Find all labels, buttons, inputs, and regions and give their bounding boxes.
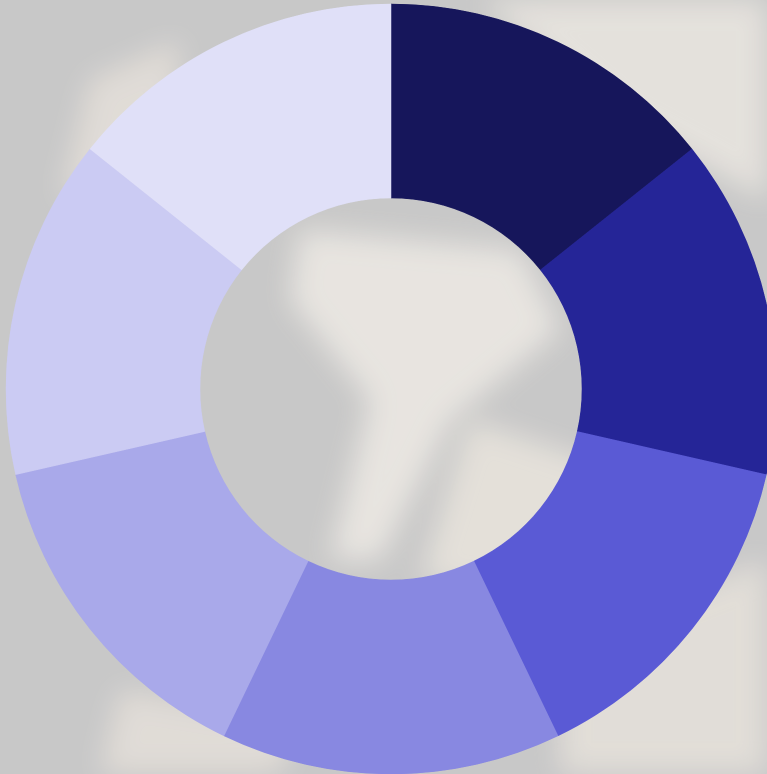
donut bbox=[5, 3, 767, 774]
donut-segment bbox=[473, 431, 767, 737]
donut-segment bbox=[539, 148, 767, 475]
donut-segment bbox=[390, 3, 693, 271]
donut-segment bbox=[5, 148, 243, 475]
donut-segment bbox=[223, 560, 559, 774]
donut-segment bbox=[15, 431, 309, 737]
donut-segment bbox=[89, 3, 392, 271]
